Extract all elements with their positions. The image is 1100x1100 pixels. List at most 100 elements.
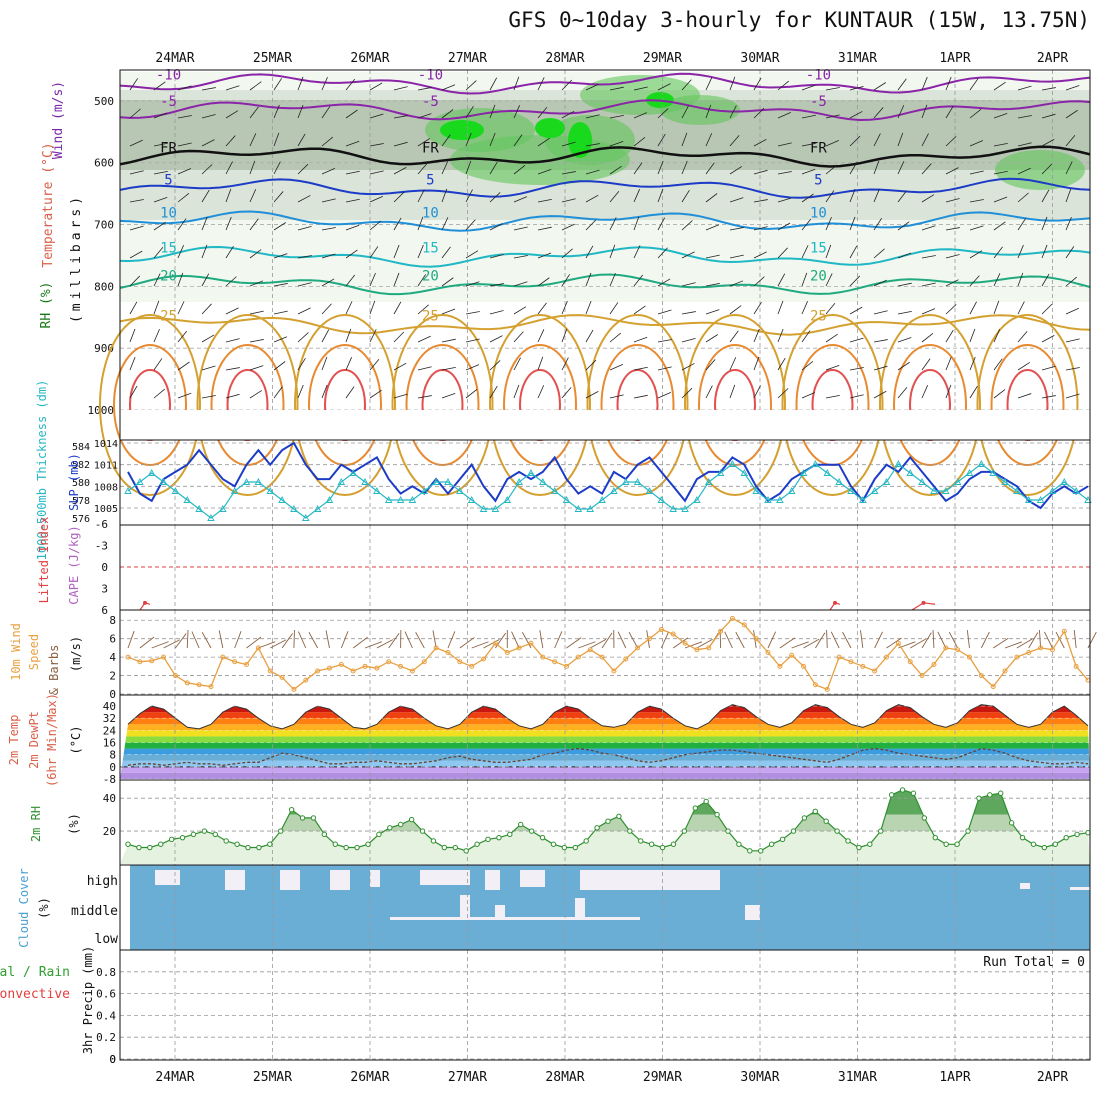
wind-speed-point <box>1014 654 1020 660</box>
rh-point <box>147 844 153 851</box>
wind-barb <box>369 300 376 315</box>
wind-barb-10m <box>298 631 307 649</box>
wind-speed-point <box>635 645 641 651</box>
wind-barb <box>897 387 908 399</box>
thickness-point <box>207 514 215 521</box>
wind-barb-10m <box>483 639 500 649</box>
wind-barb <box>801 330 811 343</box>
wind-barb-10m <box>815 632 826 649</box>
cloud-gap-high <box>520 870 545 887</box>
wind-barb <box>537 356 544 371</box>
date-label-top: 28MAR <box>545 51 584 66</box>
temp-tick-label: 40 <box>103 700 116 713</box>
slp-tick-label: 1011 <box>94 461 118 472</box>
thickness-line <box>127 463 1089 519</box>
wind-barb <box>897 132 904 147</box>
wind-barb <box>129 250 143 259</box>
wind-barb <box>585 194 599 203</box>
wind-barb <box>681 220 693 231</box>
wind-barb-10m <box>127 630 135 649</box>
wind-barb <box>249 133 257 147</box>
wind-barb <box>321 253 336 259</box>
cloud-axis-label: Cloud Cover <box>17 868 31 947</box>
thickness-point <box>657 496 666 503</box>
wind-speed-point <box>279 674 285 680</box>
cloud-gap-high <box>330 870 350 890</box>
rh-point <box>583 838 589 844</box>
thickness-point <box>515 478 523 485</box>
wind-barb <box>633 336 648 343</box>
thickness-point <box>977 460 986 467</box>
rh-point <box>605 818 611 824</box>
wind-barb <box>921 333 934 343</box>
wind-barb <box>249 365 264 371</box>
wind-speed-point <box>161 654 167 660</box>
wind-barb-10m <box>590 638 607 649</box>
wind-barb <box>705 283 720 287</box>
rh-point <box>256 844 262 851</box>
wind-barb <box>873 365 888 371</box>
precip-panel: 00.20.40.60.80 <box>96 949 1091 1066</box>
rh-point <box>201 828 208 834</box>
wind-barb <box>921 282 936 287</box>
cloud-gap-high <box>370 870 380 887</box>
rh-point <box>496 834 502 841</box>
cloud-gap-middle <box>390 917 640 920</box>
wind-barb <box>729 305 742 315</box>
rh-point <box>223 838 229 844</box>
wind-barb <box>585 272 592 287</box>
temp-band <box>120 730 1090 737</box>
thickness-point <box>479 505 488 512</box>
wind-barb <box>633 366 648 371</box>
wind-barb <box>537 137 550 147</box>
bottom-date-axis: 24MAR 25MAR 26MAR 27MAR 28MAR 29MAR 30MAR 31MAR… <box>155 1070 1068 1085</box>
isotherm-line <box>119 145 1091 168</box>
panel-frame <box>119 949 1091 1061</box>
wind-barb <box>393 217 402 231</box>
wind-barb <box>393 191 405 203</box>
wind-speed-point <box>729 615 735 621</box>
wind-barb <box>321 303 332 315</box>
wind-barb <box>273 253 288 259</box>
date-label-bottom: 1APR <box>939 1070 970 1085</box>
rh-point <box>856 844 862 851</box>
wind-barb <box>1017 331 1028 343</box>
wind-barb <box>537 329 545 343</box>
wind-barb <box>489 335 503 343</box>
wind-barb <box>153 273 161 287</box>
wind-barb <box>297 225 312 231</box>
thickness-point <box>444 478 452 485</box>
wind-speed-point <box>1002 668 1008 674</box>
wind-barb-10m <box>139 636 155 649</box>
wind-barb <box>969 356 976 371</box>
boundary-layer-contour <box>781 314 884 496</box>
rh-point <box>616 813 622 819</box>
wind-barb <box>993 221 1006 231</box>
wind-barb <box>537 226 552 231</box>
wind-barb <box>321 198 336 203</box>
rh-point <box>899 787 906 793</box>
wind-barb <box>585 114 600 119</box>
cloud-gap-high <box>1070 887 1090 890</box>
wind-barb <box>921 133 929 147</box>
wind-barb <box>993 358 1003 371</box>
tick-label: 0 <box>109 688 116 701</box>
rh-point <box>714 811 720 818</box>
wind-barb <box>825 273 833 287</box>
wind-barb <box>441 338 456 343</box>
wind-barb <box>153 170 168 175</box>
rh-point <box>245 844 251 851</box>
isotherm-label: FR <box>810 141 827 157</box>
isotherm-line <box>119 210 1091 232</box>
wind-barb <box>873 248 885 259</box>
wind10m-axis-label-units: (m/s) <box>69 636 83 672</box>
top-date-axis: 24MAR 25MAR 26MAR 27MAR 28MAR 29MAR 30MAR 31MAR… <box>155 51 1068 66</box>
cloud-gap-middle <box>460 895 470 920</box>
wind-speed-point <box>433 645 439 651</box>
wind-barb <box>825 216 832 231</box>
wind-barb <box>369 170 384 175</box>
rh-point <box>736 841 742 847</box>
wind-barb <box>1065 246 1075 259</box>
wind-barb <box>873 218 882 231</box>
thickness-point <box>835 478 843 485</box>
